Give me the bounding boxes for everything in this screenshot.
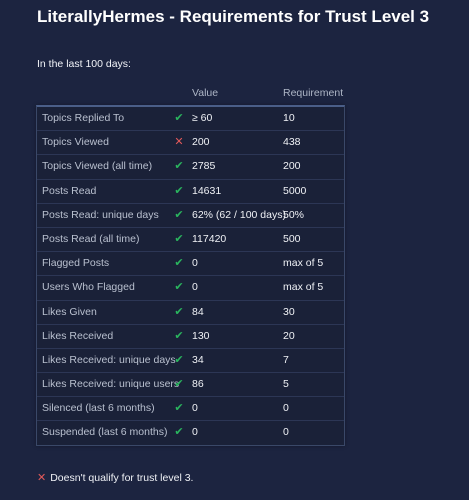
cross-icon: ✕ bbox=[174, 136, 184, 149]
table-row: Users Who Flagged ✔ 0 max of 5 bbox=[37, 276, 344, 301]
status-text: Doesn't qualify for trust level 3. bbox=[50, 472, 194, 484]
row-value: 117420 bbox=[192, 232, 227, 245]
check-icon: ✔ bbox=[174, 305, 184, 318]
row-value: 84 bbox=[192, 305, 204, 318]
check-icon: ✔ bbox=[174, 378, 184, 391]
check-icon: ✔ bbox=[174, 402, 184, 415]
table-row: Silenced (last 6 months) ✔ 0 0 bbox=[37, 397, 344, 422]
row-requirement: 10 bbox=[283, 112, 295, 124]
table-row: Posts Read ✔ 14631 5000 bbox=[37, 180, 344, 204]
row-value: 62% (62 / 100 days) bbox=[192, 208, 286, 221]
row-label: Users Who Flagged bbox=[42, 281, 135, 294]
row-value: 200 bbox=[192, 136, 210, 149]
row-requirement: 20 bbox=[283, 329, 295, 342]
table-row: Topics Replied To ✔ ≥ 60 10 bbox=[37, 107, 344, 132]
row-requirement: 30 bbox=[283, 305, 295, 318]
row-label: Likes Given bbox=[42, 305, 97, 318]
check-icon: ✔ bbox=[174, 257, 184, 270]
row-requirement: max of 5 bbox=[283, 281, 324, 294]
row-value: 0 bbox=[192, 402, 198, 415]
row-value: 0 bbox=[192, 257, 198, 270]
row-value: 34 bbox=[192, 353, 204, 366]
row-label: Silenced (last 6 months) bbox=[42, 402, 155, 415]
row-requirement: 5 bbox=[283, 378, 289, 391]
qualification-status: ✕ Doesn't qualify for trust level 3. bbox=[37, 471, 193, 485]
row-requirement: 0 bbox=[283, 402, 289, 415]
row-value: 86 bbox=[192, 378, 204, 391]
row-requirement: 7 bbox=[283, 353, 289, 366]
table-row: Flagged Posts ✔ 0 max of 5 bbox=[37, 252, 344, 277]
row-label: Likes Received bbox=[42, 329, 114, 342]
row-label: Topics Viewed (all time) bbox=[42, 160, 153, 173]
row-value: 130 bbox=[192, 329, 210, 342]
table-row: Likes Received ✔ 130 20 bbox=[37, 325, 344, 349]
check-icon: ✔ bbox=[174, 281, 184, 294]
table-row: Likes Received: unique users ✔ 86 5 bbox=[37, 373, 344, 398]
check-icon: ✔ bbox=[174, 329, 184, 342]
row-requirement: 50% bbox=[283, 208, 305, 221]
row-value: 14631 bbox=[192, 184, 222, 197]
check-icon: ✔ bbox=[174, 426, 184, 439]
table-row: Topics Viewed ✕ 200 438 bbox=[37, 131, 344, 156]
check-icon: ✔ bbox=[174, 184, 184, 197]
table-row: Posts Read: unique days ✔ 62% (62 / 100 … bbox=[37, 204, 344, 228]
row-label: Posts Read: unique days bbox=[42, 208, 159, 221]
row-requirement: 200 bbox=[283, 160, 301, 173]
row-requirement: 438 bbox=[283, 136, 301, 149]
row-requirement: 0 bbox=[283, 426, 289, 439]
row-label: Posts Read (all time) bbox=[42, 232, 140, 245]
row-requirement: 5000 bbox=[283, 184, 307, 197]
row-value: ≥ 60 bbox=[192, 112, 213, 124]
requirements-table: Topics Replied To ✔ ≥ 60 10 Topics Viewe… bbox=[36, 105, 345, 446]
row-label: Flagged Posts bbox=[42, 257, 110, 270]
check-icon: ✔ bbox=[174, 232, 184, 245]
table-row: Suspended (last 6 months) ✔ 0 0 bbox=[37, 421, 344, 444]
period-intro: In the last 100 days: bbox=[37, 58, 131, 70]
column-header-requirement: Requirement bbox=[283, 87, 344, 99]
row-label: Suspended (last 6 months) bbox=[42, 426, 168, 439]
check-icon: ✔ bbox=[174, 112, 184, 124]
check-icon: ✔ bbox=[174, 353, 184, 366]
row-label: Posts Read bbox=[42, 184, 97, 197]
row-label: Likes Received: unique days bbox=[42, 353, 176, 366]
check-icon: ✔ bbox=[174, 208, 184, 221]
row-value: 0 bbox=[192, 281, 198, 294]
row-requirement: 500 bbox=[283, 232, 301, 245]
table-row: Likes Received: unique days ✔ 34 7 bbox=[37, 349, 344, 374]
table-row: Posts Read (all time) ✔ 117420 500 bbox=[37, 228, 344, 253]
row-requirement: max of 5 bbox=[283, 257, 324, 270]
check-icon: ✔ bbox=[174, 160, 184, 173]
cross-icon: ✕ bbox=[37, 472, 47, 484]
row-value: 2785 bbox=[192, 160, 216, 173]
row-label: Topics Viewed bbox=[42, 136, 109, 149]
row-value: 0 bbox=[192, 426, 198, 439]
page-title: LiterallyHermes - Requirements for Trust… bbox=[37, 7, 430, 26]
row-label: Topics Replied To bbox=[42, 112, 125, 124]
table-row: Topics Viewed (all time) ✔ 2785 200 bbox=[37, 155, 344, 180]
column-header-value: Value bbox=[192, 87, 219, 99]
table-row: Likes Given ✔ 84 30 bbox=[37, 301, 344, 325]
row-label: Likes Received: unique users bbox=[42, 378, 180, 391]
